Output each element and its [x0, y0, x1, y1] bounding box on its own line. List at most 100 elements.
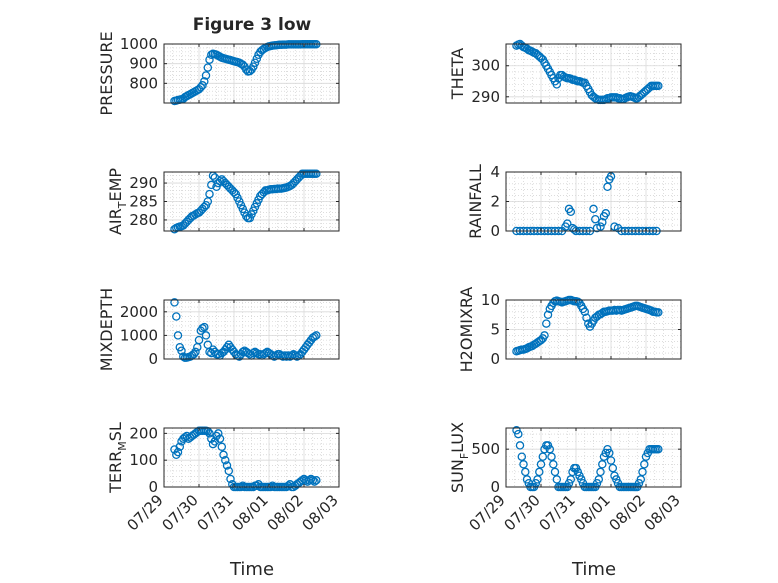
- data-point: [598, 217, 607, 227]
- y-tick-label: 290: [471, 88, 500, 106]
- data-point: [201, 331, 211, 340]
- data-point: [594, 475, 604, 484]
- y-axis-label-part: EMP: [106, 168, 125, 202]
- y-tick-label: 5: [490, 321, 500, 339]
- data-point: [201, 71, 211, 80]
- data-point: [596, 222, 605, 231]
- y-tick-label: 0: [490, 222, 500, 240]
- y-tick-label: 100: [129, 451, 158, 469]
- y-tick-label: 2000: [120, 303, 158, 321]
- data-point: [570, 225, 579, 234]
- y-tick-label: 290: [129, 174, 158, 192]
- data-point: [605, 448, 614, 458]
- data-point: [563, 219, 572, 228]
- data-point: [219, 450, 228, 460]
- data-point: [308, 476, 318, 485]
- data-point: [175, 442, 185, 452]
- data-point: [205, 429, 214, 438]
- data-point: [542, 319, 551, 328]
- data-point: [200, 77, 209, 86]
- data-point: [589, 204, 598, 214]
- y-axis-label: AIRTEMP: [106, 168, 129, 235]
- data-point: [601, 209, 611, 218]
- y-axis-label: THETA: [448, 48, 467, 100]
- data-point: [608, 463, 618, 473]
- data-point: [200, 322, 209, 332]
- data-point: [172, 312, 181, 321]
- data-point: [215, 434, 225, 443]
- data-point: [591, 214, 600, 224]
- data-point: [549, 460, 558, 469]
- data-point: [543, 310, 553, 320]
- data-point: [580, 307, 590, 317]
- y-tick-label: 0: [148, 350, 158, 368]
- y-tick-label: 285: [129, 193, 158, 211]
- y-tick-label: 300: [471, 57, 500, 75]
- data-point: [312, 331, 321, 340]
- data-point: [521, 467, 530, 477]
- y-axis-label: SUNFLUX: [448, 422, 471, 493]
- data-point: [177, 346, 186, 355]
- data-point: [173, 447, 183, 457]
- y-axis-label-part: SL: [106, 422, 125, 441]
- subplot-rainfall: 0 2 4 RAINFALL: [466, 163, 682, 240]
- data-point: [654, 308, 663, 317]
- data-point: [533, 475, 542, 484]
- data-point: [249, 62, 258, 71]
- data-point: [310, 332, 319, 341]
- data-point: [640, 460, 649, 469]
- data-point: [221, 455, 230, 465]
- y-tick-label: 280: [129, 211, 158, 229]
- figure-title: Figure 3 low: [193, 15, 312, 35]
- y-tick-label: 2: [490, 193, 500, 211]
- y-tick-label: 10: [481, 291, 500, 309]
- data-point: [606, 456, 616, 465]
- data-point: [540, 331, 549, 340]
- data-point: [514, 429, 523, 439]
- data-point: [198, 324, 207, 333]
- data-point: [222, 342, 232, 352]
- y-tick-label: 1000: [120, 35, 158, 53]
- data-point: [226, 474, 235, 484]
- y-tick-label: 0: [148, 478, 158, 496]
- data-point: [224, 466, 234, 476]
- data-point: [170, 298, 179, 307]
- data-point: [203, 63, 213, 72]
- axes-box: [163, 299, 340, 360]
- data-point: [205, 189, 214, 199]
- y-tick-label: 800: [129, 74, 158, 92]
- subplot-h2omixra: 0 5 10 H2OMIXRA: [457, 287, 682, 373]
- y-axis-label-subscript: M: [116, 441, 129, 451]
- y-axis-label-part: TERR: [106, 451, 125, 494]
- y-axis-label: MIXDEPTH: [97, 288, 116, 371]
- data-point: [198, 81, 207, 90]
- data-point: [515, 441, 525, 450]
- y-axis-label-part: AIR: [106, 208, 125, 235]
- data-point: [517, 452, 527, 461]
- axes-box: [505, 43, 682, 104]
- y-axis-label: PRESSURE: [97, 31, 116, 115]
- y-tick-label: 500: [471, 440, 500, 458]
- data-point: [545, 444, 555, 454]
- y-tick-label: 200: [129, 424, 158, 442]
- data-point: [566, 475, 576, 484]
- data-point: [535, 467, 544, 477]
- x-axis-label-right: Time: [571, 559, 616, 580]
- y-axis-label-subscript: T: [116, 201, 129, 209]
- y-axis-label: H2OMIXRA: [457, 287, 476, 373]
- y-tick-label: 4: [490, 163, 500, 181]
- data-point: [214, 429, 223, 438]
- data-point: [215, 176, 225, 186]
- y-axis-label-subscript: F: [458, 453, 471, 459]
- data-point: [250, 58, 260, 67]
- data-point: [312, 476, 321, 485]
- y-axis-label: TERRMSL: [106, 422, 129, 494]
- y-tick-label: 900: [129, 55, 158, 73]
- data-point: [636, 475, 646, 484]
- x-axis-label-left: Time: [229, 559, 274, 580]
